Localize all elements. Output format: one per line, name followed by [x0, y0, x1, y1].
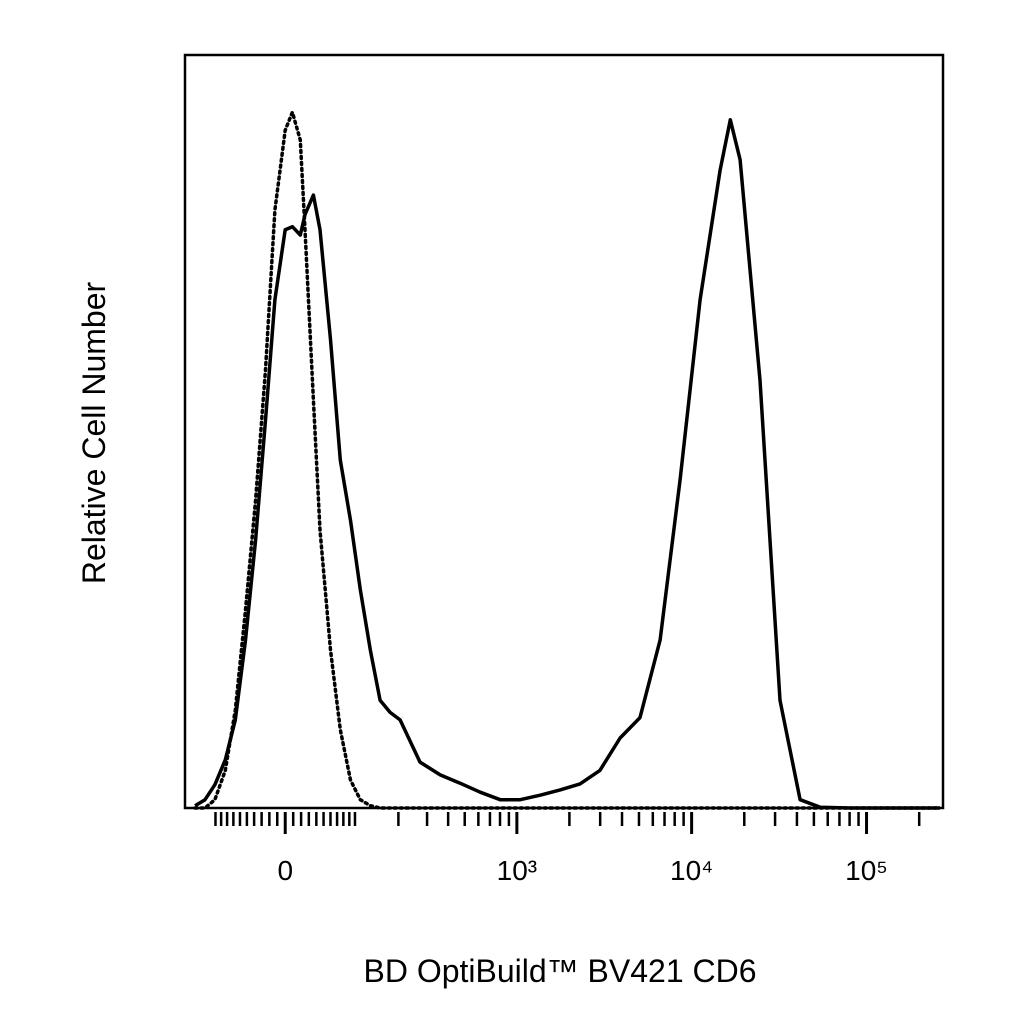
histogram-line [193, 110, 942, 810]
x-tick-label: 10⁵ [845, 855, 888, 886]
x-axis-label: BD OptiBuild™ BV421 CD6 [363, 953, 756, 989]
y-axis-label: Relative Cell Number [76, 281, 112, 584]
x-tick-label: 10³ [497, 855, 537, 886]
x-tick-label: 0 [277, 855, 293, 886]
x-tick-label: 10⁴ [670, 855, 713, 886]
histogram-line [194, 118, 940, 810]
plot-frame [183, 53, 945, 810]
